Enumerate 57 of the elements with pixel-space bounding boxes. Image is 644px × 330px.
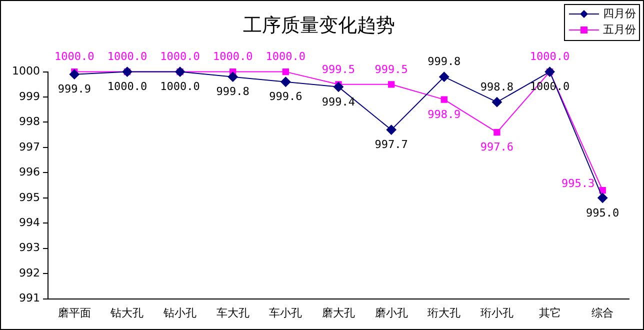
y-tick-label: 994 (18, 216, 40, 229)
y-tick-label: 997 (18, 140, 40, 154)
x-tick-label: 车小孔 (269, 306, 302, 320)
y-tick-label: 993 (18, 241, 40, 254)
x-tick-label: 珩大孔 (428, 306, 461, 320)
point (440, 96, 448, 103)
point (69, 69, 80, 80)
data-label: 998.8 (480, 80, 514, 94)
x-tick-label: 钻大孔 (110, 306, 144, 320)
x-tick-label: 钻小孔 (162, 306, 197, 320)
y-tick-label: 991 (18, 292, 40, 305)
data-label: 999.4 (322, 95, 356, 108)
point (439, 72, 450, 82)
point (228, 72, 238, 82)
data-label: 1000.0 (212, 50, 253, 64)
x-tick-label: 磨小孔 (374, 306, 408, 320)
x-tick-label: 磨大孔 (322, 306, 355, 320)
point (386, 124, 396, 135)
y-tick-label: 1000 (12, 64, 40, 78)
data-label: 999.5 (374, 62, 408, 76)
x-tick-label: 磨平面 (58, 306, 91, 320)
x-tick-label: 车大孔 (216, 306, 250, 320)
data-label: 1000.0 (107, 50, 148, 64)
legend-label: 四月份 (603, 6, 636, 20)
chart-title: 工序质量变化趋势 (243, 14, 395, 36)
data-label: 1000.0 (160, 50, 200, 64)
data-label: 1000.0 (530, 50, 570, 64)
point (494, 129, 500, 136)
data-label: 995.3 (561, 177, 595, 190)
y-tick-label: 999 (18, 90, 40, 103)
data-label: 999.6 (269, 90, 302, 104)
data-label: 1000.0 (107, 80, 148, 94)
data-label: 998.9 (428, 108, 461, 121)
data-label: 999.9 (58, 82, 91, 96)
point (388, 81, 395, 88)
y-tick-label: 995 (18, 190, 40, 204)
data-label: 1000.0 (266, 50, 306, 64)
x-tick-label: 其它 (538, 306, 561, 320)
x-tick-label: 珩小孔 (480, 306, 514, 320)
y-tick-label: 992 (18, 266, 40, 280)
point (282, 68, 290, 76)
y-tick-label: 998 (18, 115, 40, 128)
point (598, 192, 608, 203)
data-label: 999.8 (428, 55, 461, 68)
x-tick-label: 综合 (592, 306, 614, 320)
legend-label: 五月份 (603, 22, 636, 36)
data-label: 997.6 (480, 140, 514, 154)
point (333, 82, 344, 92)
data-label: 997.7 (374, 138, 408, 152)
data-label: 1000.0 (54, 50, 94, 64)
point (280, 76, 291, 87)
data-label: 995.0 (586, 206, 620, 220)
point (492, 97, 502, 108)
y-tick-label: 996 (18, 166, 40, 179)
data-label: 999.5 (322, 62, 356, 76)
data-label: 999.8 (216, 85, 250, 98)
data-label: 1000.0 (160, 80, 200, 94)
